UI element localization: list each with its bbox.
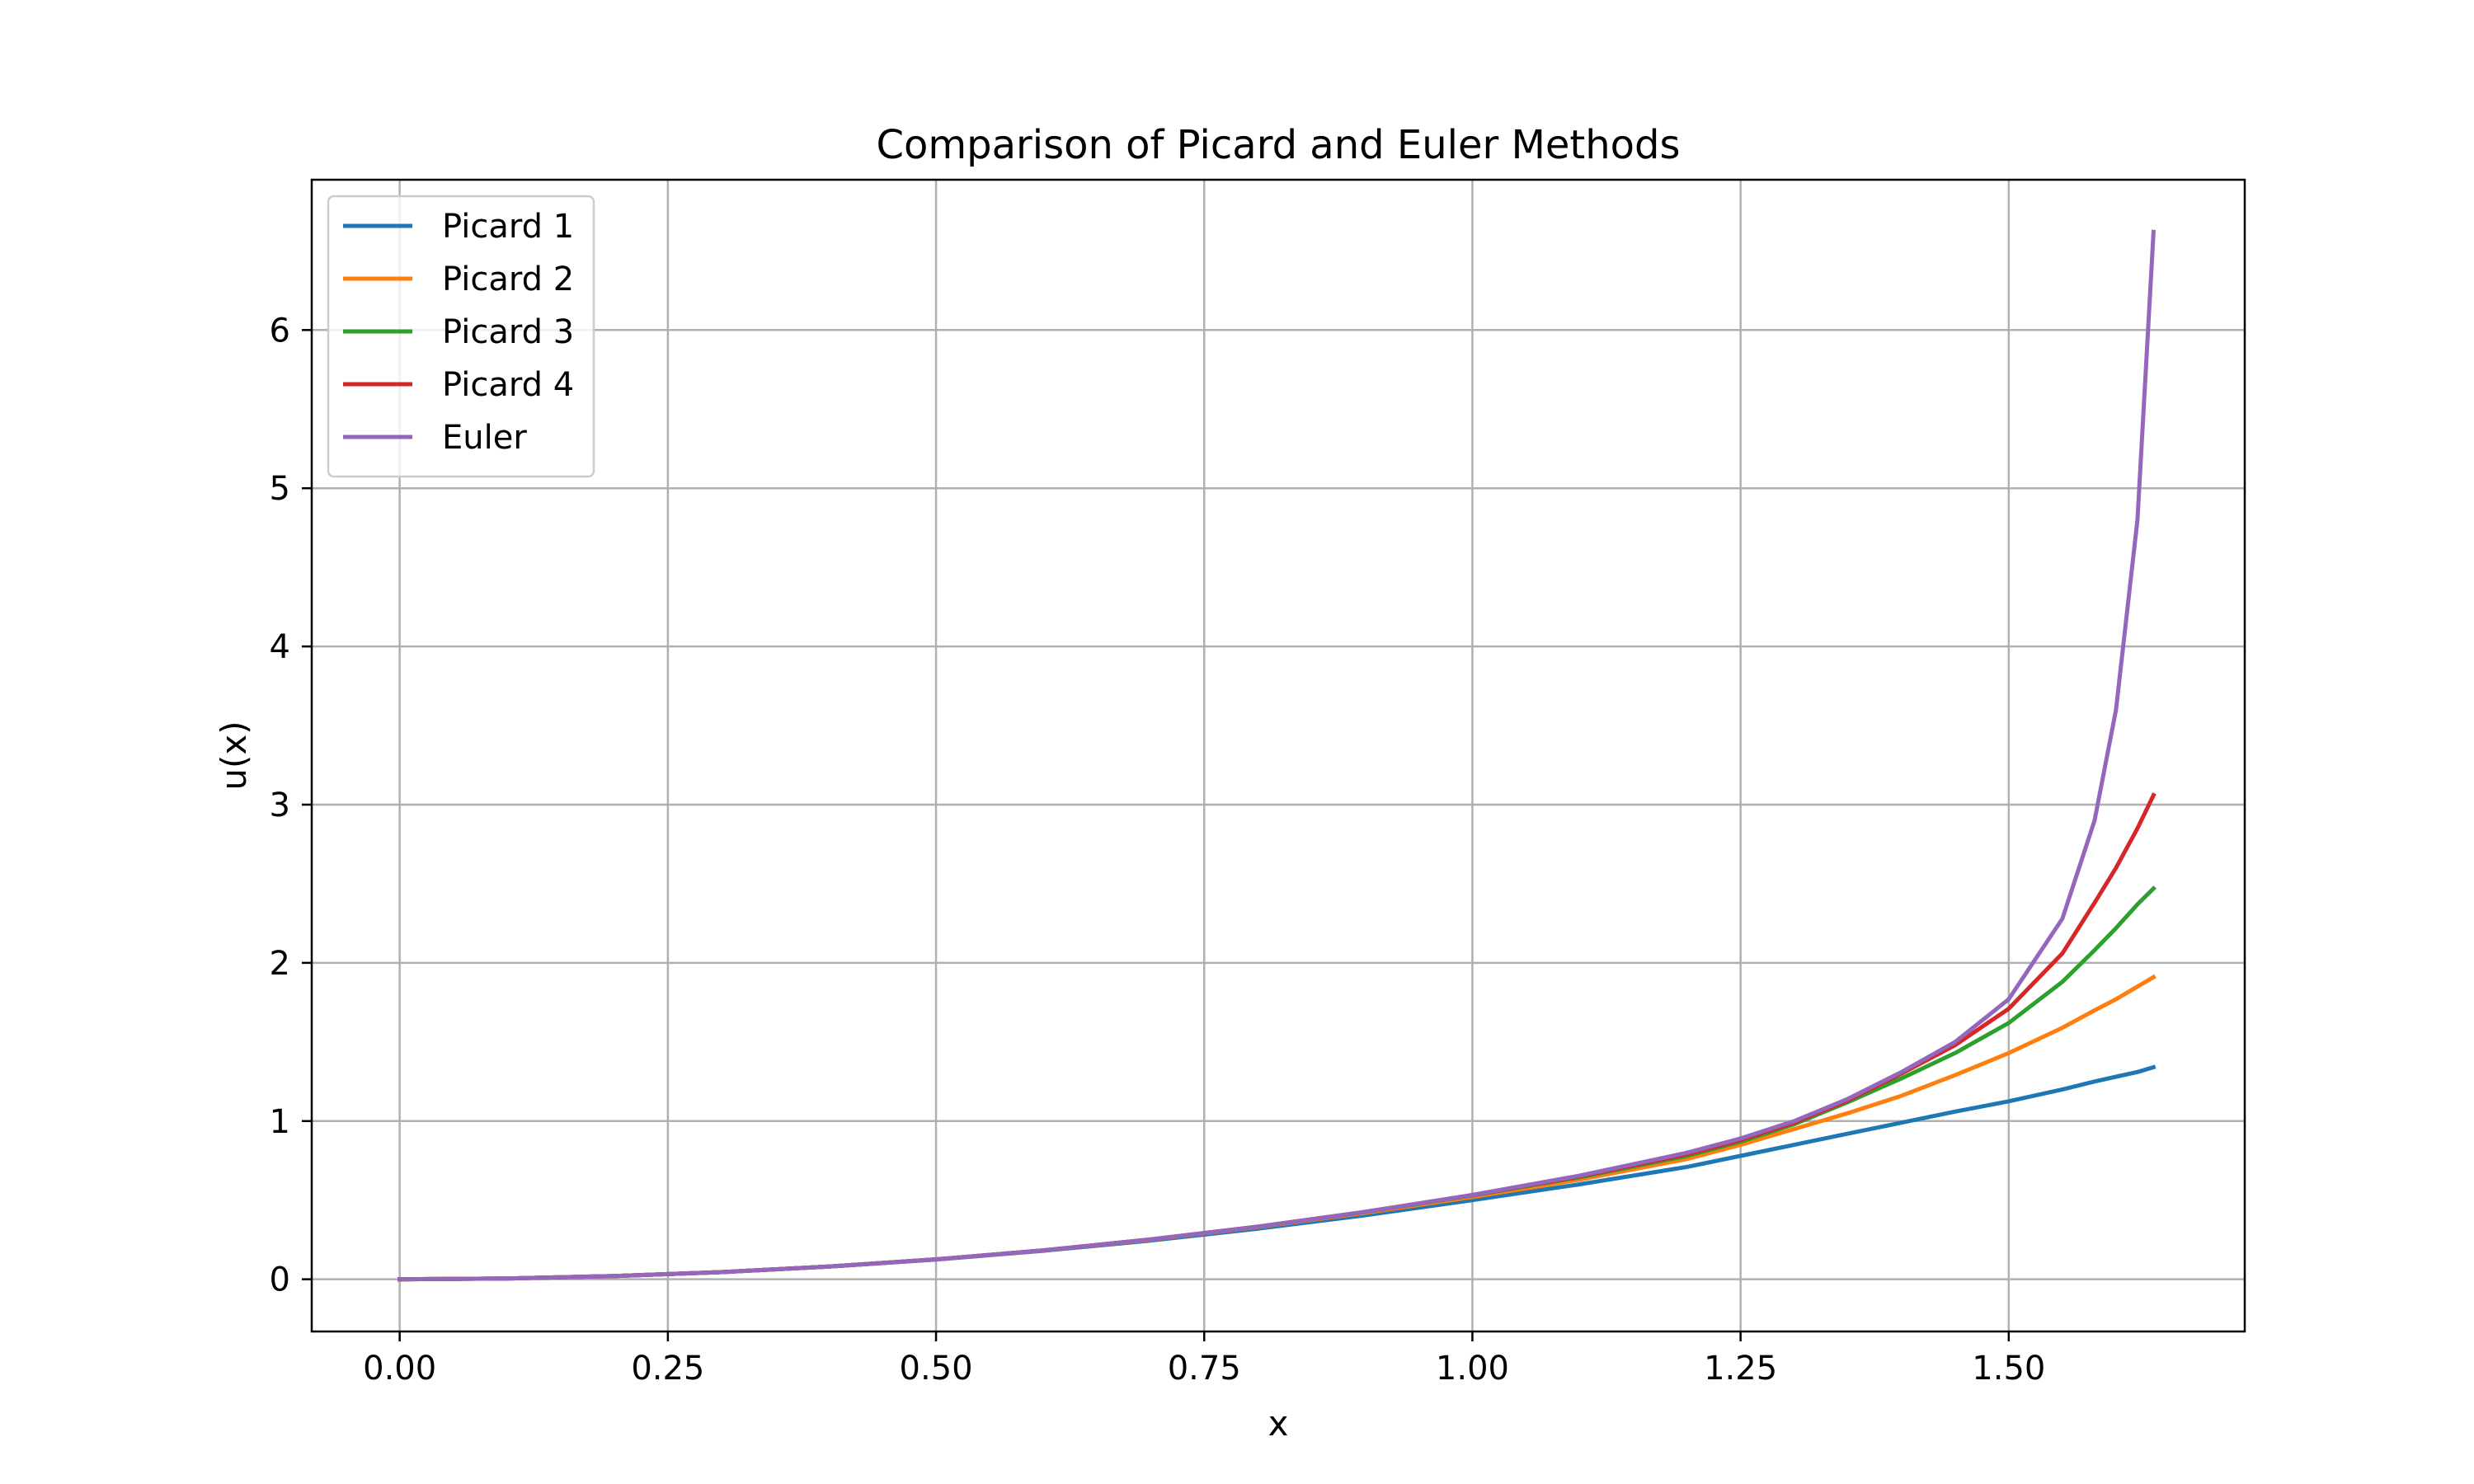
x-tick-label: 1.50 [1972, 1350, 2045, 1388]
y-tick-label: 1 [270, 1103, 290, 1141]
y-tick-label: 0 [270, 1261, 290, 1299]
x-tick-label: 0.50 [900, 1350, 973, 1388]
y-tick-label: 5 [270, 470, 290, 508]
x-axis-ticks: 0.00 0.25 0.50 0.75 1.00 1.25 1.50 [363, 1331, 2045, 1388]
legend-box [327, 195, 595, 478]
x-tick-label: 1.00 [1436, 1350, 1509, 1388]
series-lines [397, 229, 2157, 1282]
y-tick-label: 4 [270, 628, 290, 666]
legend-label: Picard 1 [442, 208, 574, 246]
legend-label: Euler [442, 419, 527, 457]
plot-frame [310, 178, 2246, 1333]
x-axis-label: x [1268, 1403, 1289, 1444]
chart-title: Comparison of Picard and Euler Methods [876, 122, 1680, 168]
legend: Picard 1 Picard 2 Picard 3 Picard 4 Euler [327, 195, 595, 478]
y-axis-label: u(x) [214, 721, 254, 790]
y-axis-ticks: 0 1 2 3 4 5 6 [270, 312, 312, 1299]
y-tick-label: 6 [270, 312, 290, 350]
x-tick-label: 0.00 [363, 1350, 436, 1388]
y-tick-label: 3 [270, 787, 290, 824]
grid [312, 180, 2245, 1331]
x-tick-label: 0.75 [1168, 1350, 1241, 1388]
x-tick-label: 1.25 [1704, 1350, 1777, 1388]
y-tick-label: 2 [270, 945, 290, 983]
legend-label: Picard 3 [442, 313, 574, 351]
legend-label: Picard 2 [442, 261, 574, 298]
series-line-euler [397, 229, 2157, 1282]
x-tick-label: 0.25 [631, 1350, 704, 1388]
legend-label: Picard 4 [442, 366, 574, 404]
